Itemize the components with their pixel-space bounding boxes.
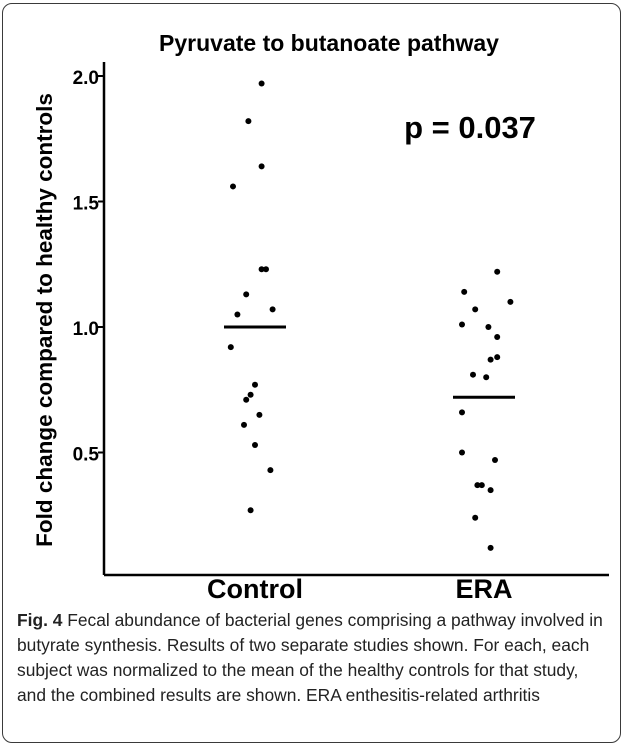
- data-point: [263, 266, 269, 273]
- data-point: [507, 298, 514, 305]
- data-point: [459, 449, 465, 456]
- data-point: [245, 118, 252, 125]
- data-point: [494, 268, 501, 275]
- figure-caption: Fig. 4 Fecal abundance of bacterial gene…: [17, 608, 609, 708]
- data-point: [494, 354, 501, 361]
- data-point: [258, 80, 265, 87]
- p-value-annotation: p = 0.037: [404, 110, 536, 145]
- x-tick-label: ERA: [455, 574, 512, 604]
- figure-frame: Pyruvate to butanoate pathway Fold chang…: [2, 3, 621, 743]
- data-point: [230, 183, 236, 190]
- data-point: [470, 371, 476, 378]
- data-point: [258, 266, 265, 273]
- data-point: [252, 441, 258, 448]
- data-points: [224, 80, 515, 551]
- data-point: [227, 344, 234, 351]
- caption-text: Fecal abundance of bacterial genes compr…: [17, 610, 603, 705]
- axes: 0.5 1.0 1.5 2.0 Control ERA: [73, 62, 609, 604]
- data-point: [472, 514, 479, 521]
- data-point: [241, 421, 247, 428]
- data-point: [485, 324, 492, 330]
- chart-title: Pyruvate to butanoate pathway: [159, 30, 499, 56]
- y-tick-label: 1.5: [73, 194, 100, 215]
- data-point: [459, 409, 465, 416]
- data-point: [243, 396, 250, 403]
- figure-label: Fig. 4: [17, 610, 63, 630]
- data-point: [256, 411, 263, 418]
- data-point: [478, 482, 485, 489]
- data-point: [267, 467, 274, 474]
- data-point: [247, 391, 254, 398]
- data-point: [494, 334, 501, 341]
- data-point: [487, 487, 494, 494]
- data-point: [252, 381, 258, 388]
- data-point: [483, 374, 490, 381]
- strip-chart: Pyruvate to butanoate pathway Fold chang…: [32, 30, 609, 604]
- data-point: [258, 163, 265, 170]
- data-point: [247, 507, 254, 514]
- y-tick-label: 0.5: [73, 445, 100, 466]
- data-point: [487, 356, 494, 363]
- y-tick-label: 2.0: [73, 68, 99, 89]
- y-tick-label: 1.0: [73, 319, 99, 340]
- data-point: [487, 544, 494, 551]
- data-point: [461, 288, 468, 295]
- data-point: [459, 321, 465, 328]
- data-point: [474, 482, 481, 489]
- data-point: [243, 291, 250, 298]
- data-point: [269, 306, 276, 313]
- y-axis-label: Fold change compared to healthy controls: [32, 93, 57, 547]
- x-tick-label: Control: [207, 574, 303, 604]
- data-point: [472, 306, 479, 313]
- data-point: [234, 311, 241, 318]
- data-point: [492, 457, 498, 464]
